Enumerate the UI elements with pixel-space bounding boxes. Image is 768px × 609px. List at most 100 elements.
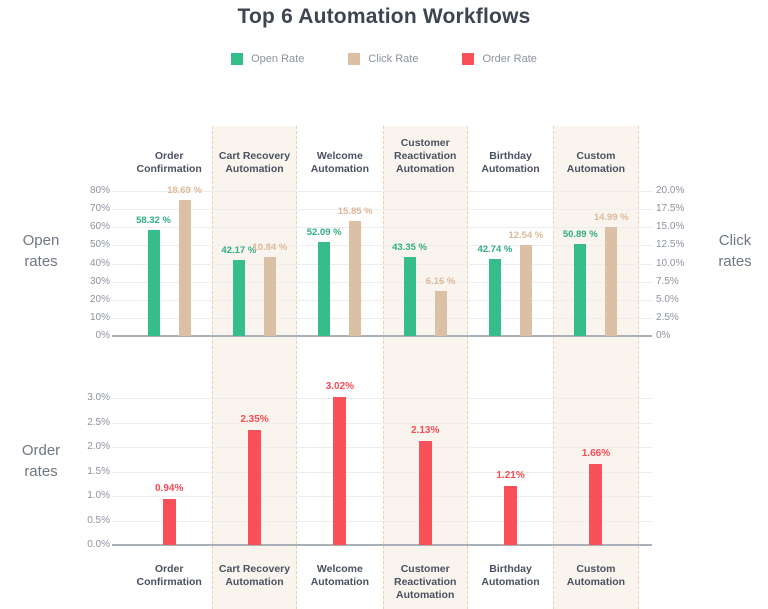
gridline (112, 209, 652, 211)
bar-value-label-click: 14.99 % (593, 212, 629, 224)
bar-order-rate (589, 463, 603, 545)
bar-value-label-click: 15.85 % (337, 206, 373, 218)
y-axis-tick-order: 1.5% (87, 465, 110, 477)
bar-open-rate (147, 230, 160, 336)
bar-value-label-order: 1.21% (496, 469, 525, 481)
bar-order-rate (333, 397, 347, 545)
bar-click-rate (263, 257, 276, 336)
y-axis-tick-open: 70% (89, 203, 110, 215)
bar-value-label-order: 2.13% (411, 424, 440, 436)
y-axis-tick-open: 20% (89, 293, 110, 305)
y-axis-tick-order: 2.0% (87, 441, 110, 452)
y-axis-tick-click: 5.0% (656, 293, 679, 305)
bar-value-label-click: 12.54 % (508, 230, 544, 242)
category-label: Cart Recovery Automation (218, 563, 291, 588)
gridline (112, 245, 652, 247)
legend-swatch-click-rate-icon (348, 53, 361, 65)
gridline (112, 471, 652, 473)
bar-order-rate (248, 429, 262, 545)
y-axis-tick-order: 0.0% (87, 539, 110, 550)
chart-legend: Open Rate Click Rate Order Rate (0, 53, 768, 65)
bar-value-label-open: 42.17 % (221, 244, 257, 256)
axis-title-click-rates: Click rates (718, 232, 752, 270)
y-axis-tick-open: 30% (89, 275, 110, 287)
x-axis-baseline-top (112, 335, 652, 337)
legend-label: Order Rate (482, 53, 537, 65)
bar-click-rate (434, 291, 447, 336)
bar-click-rate (349, 221, 362, 336)
bar-value-label-order: 3.02% (325, 381, 355, 393)
gridline (112, 263, 652, 265)
bar-open-rate (232, 259, 245, 336)
bar-value-label-order: 2.35% (240, 413, 269, 425)
bar-value-label-click: 6.16 % (425, 276, 456, 288)
y-axis-tick-click: 15.0% (656, 221, 685, 233)
bar-order-rate (418, 440, 432, 545)
bar-value-label-click: 18.69 % (167, 185, 202, 197)
gridline (112, 496, 652, 497)
category-label: Custom Automation (566, 563, 626, 588)
legend-swatch-open-rate-icon (231, 53, 244, 65)
bar-open-rate (488, 258, 501, 336)
bar-order-rate (504, 485, 518, 545)
category-header: Birthday Automation (481, 150, 540, 175)
bar-value-label-order: 1.66% (581, 447, 611, 459)
category-header: Customer Reactivation Automation (394, 137, 457, 175)
bar-value-label-click: 10.84 % (252, 242, 288, 254)
gridline (112, 227, 652, 229)
category-header: Custom Automation (566, 150, 626, 175)
bar-click-rate (178, 200, 191, 336)
y-axis-tick-click: 2.5% (656, 311, 679, 323)
y-axis-tick-order: 0.5% (87, 514, 110, 526)
y-axis-tick-click: 17.5% (656, 203, 685, 215)
gridline (112, 281, 652, 283)
bar-open-rate (318, 241, 331, 336)
category-label: Birthday Automation (481, 563, 540, 588)
y-axis-tick-click: 10.0% (656, 257, 685, 269)
legend-item-open-rate: Open Rate (231, 53, 304, 65)
bar-value-label-open: 42.74 % (477, 243, 513, 255)
category-header: Welcome Automation (310, 150, 370, 175)
y-axis-tick-click: 0% (656, 330, 671, 341)
legend-item-order-rate: Order Rate (462, 53, 537, 65)
y-axis-tick-order: 3.0% (87, 392, 110, 403)
y-axis-tick-open: 50% (89, 239, 110, 251)
bar-value-label-open: 43.35 % (392, 242, 427, 254)
bar-order-rate (162, 498, 176, 545)
gridline (112, 191, 652, 192)
category-header: Cart Recovery Automation (218, 150, 291, 175)
y-axis-tick-order: 1.0% (87, 490, 110, 501)
x-axis-baseline-bottom (112, 544, 652, 546)
legend-swatch-order-rate-icon (462, 53, 475, 65)
y-axis-tick-click: 7.5% (656, 275, 679, 287)
gridline (112, 520, 652, 522)
y-axis-tick-click: 12.5% (656, 239, 685, 251)
gridline (112, 299, 652, 301)
category-label: Customer Reactivation Automation (394, 563, 457, 601)
gridline (112, 447, 652, 448)
chart-title: Top 6 Automation Workflows (237, 5, 531, 28)
y-axis-tick-open: 60% (89, 221, 110, 233)
category-label: Welcome Automation (310, 563, 370, 588)
gridline (112, 422, 652, 424)
y-axis-tick-order: 2.5% (87, 416, 110, 428)
category-label: Order Confirmation (136, 563, 202, 588)
legend-label: Click Rate (368, 53, 419, 65)
bar-value-label-order: 0.94% (154, 482, 184, 494)
axis-title-open-rates: Open rates (22, 232, 60, 270)
bar-open-rate (574, 243, 587, 336)
legend-label: Open Rate (251, 53, 305, 65)
bar-click-rate (519, 245, 532, 336)
y-axis-tick-open: 40% (89, 257, 110, 269)
category-header: Order Confirmation (136, 150, 202, 175)
bar-open-rate (403, 257, 416, 336)
gridline (112, 317, 652, 319)
bar-value-label-open: 58.32 % (136, 215, 171, 227)
axis-title-order-rates: Order rates (21, 442, 61, 480)
bar-value-label-open: 52.09 % (306, 226, 342, 238)
bar-value-label-open: 50.89 % (562, 228, 598, 240)
y-axis-tick-open: 80% (89, 185, 110, 196)
legend-item-click-rate: Click Rate (348, 53, 418, 65)
